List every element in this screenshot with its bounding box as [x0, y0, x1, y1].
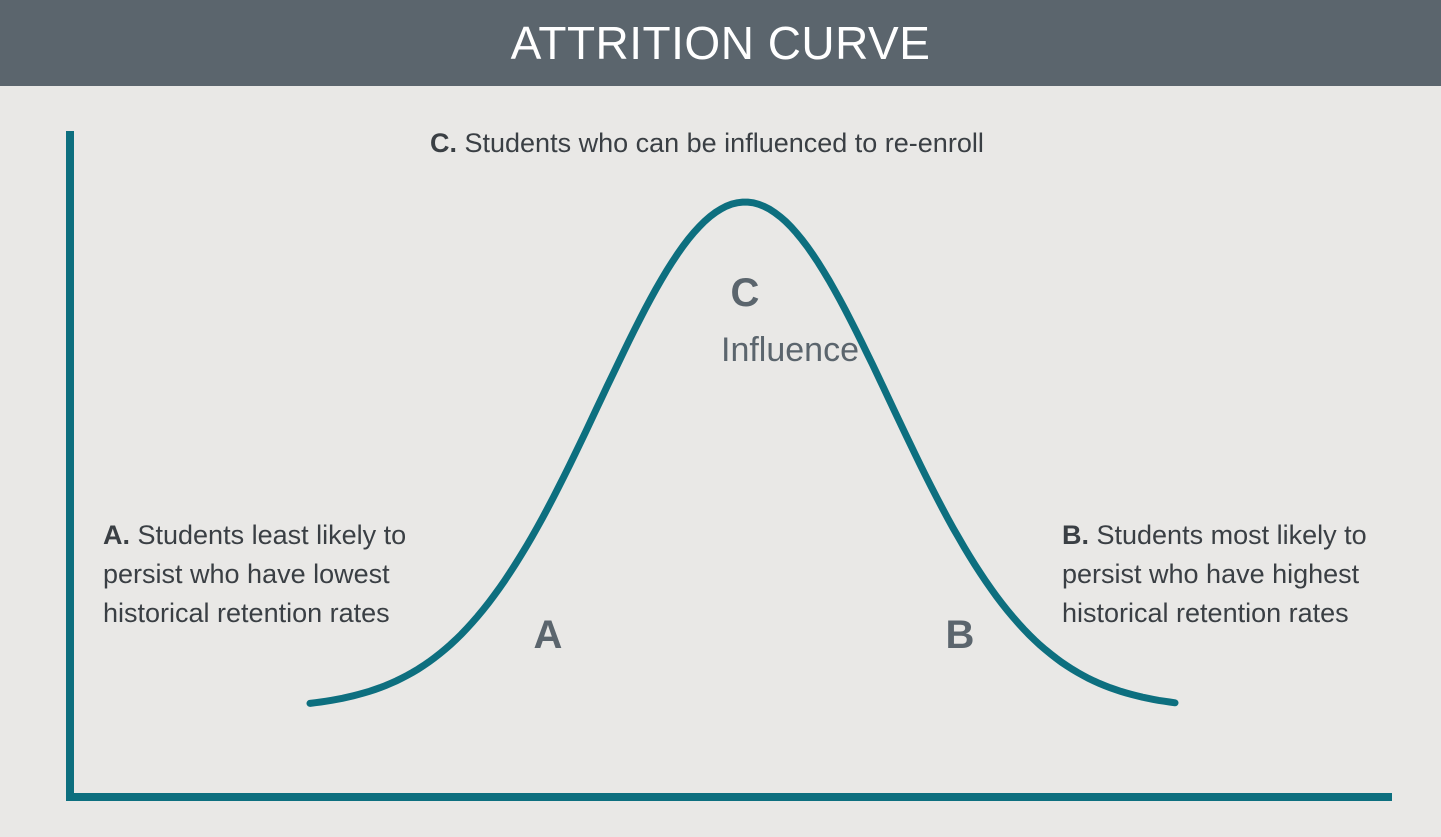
annotation-left: A. Students least likely to persist who …	[103, 516, 473, 633]
annotation-left-prefix: A.	[103, 520, 130, 550]
annotation-left-text: Students least likely to persist who hav…	[103, 520, 406, 628]
region-label-influence: Influence	[721, 331, 859, 369]
diagram-body: A B C Influence C. Students who can be infl…	[0, 86, 1441, 837]
annotation-right-prefix: B.	[1062, 520, 1089, 550]
region-label-c: C	[731, 271, 760, 315]
chart-svg: A B C Influence	[0, 86, 1441, 837]
header-title: ATTRITION CURVE	[511, 17, 931, 69]
annotation-right: B. Students most likely to persist who h…	[1062, 516, 1417, 633]
header-bar: ATTRITION CURVE	[0, 0, 1441, 86]
annotation-right-text: Students most likely to persist who have…	[1062, 520, 1367, 628]
region-label-b: B	[946, 613, 975, 657]
annotation-top-text: Students who can be influenced to re-enr…	[457, 128, 984, 158]
region-label-a: A	[534, 613, 563, 657]
diagram-wrap: ATTRITION CURVE A B C Influence C. Students…	[0, 0, 1441, 837]
annotation-top: C. Students who can be influenced to re-…	[430, 124, 984, 163]
annotation-top-prefix: C.	[430, 128, 457, 158]
